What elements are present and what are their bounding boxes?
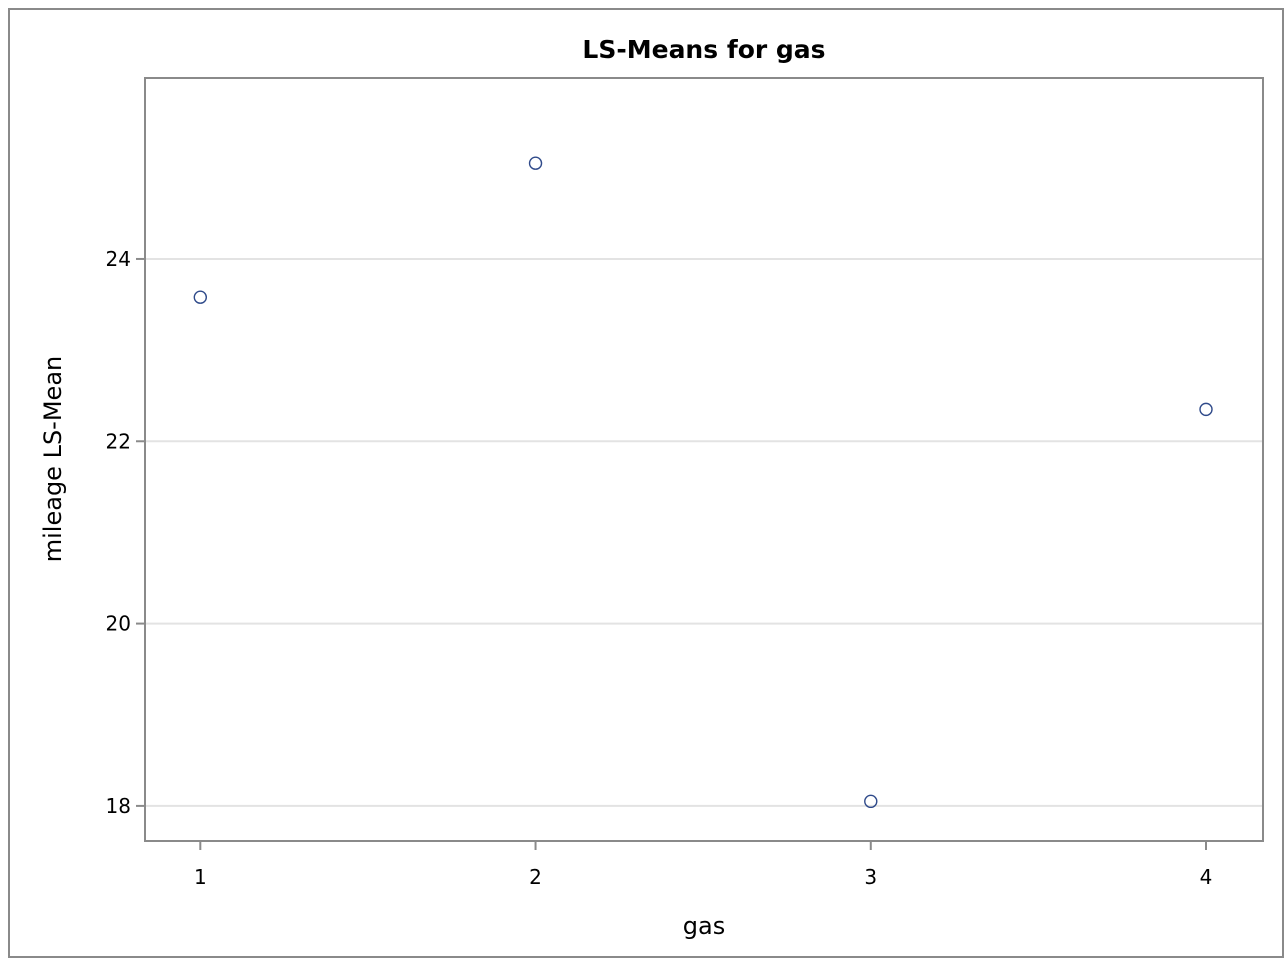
x-axis-label: gas [683,912,725,940]
gridlines [145,257,1263,807]
y-axis: 18 20 22 24 [106,247,145,818]
y-tick-label: 18 [106,794,131,818]
x-tick-label: 2 [529,865,542,889]
x-tick-label: 4 [1200,865,1213,889]
chart-title: LS-Means for gas [582,35,825,64]
y-tick-label: 24 [106,247,131,271]
data-point [528,156,543,170]
data-point [1199,402,1213,417]
data-point [864,794,878,809]
data-points [193,156,1213,809]
chart-frame [8,8,1284,958]
x-tick-label: 3 [864,865,877,889]
data-point [193,290,208,304]
x-tick-label: 1 [194,865,207,889]
plot-area [144,77,1264,842]
y-tick-label: 22 [106,429,131,453]
y-tick-label: 20 [106,612,131,636]
x-axis: 1 2 3 4 [194,841,1212,889]
y-axis-label: mileage LS-Mean [39,356,67,562]
